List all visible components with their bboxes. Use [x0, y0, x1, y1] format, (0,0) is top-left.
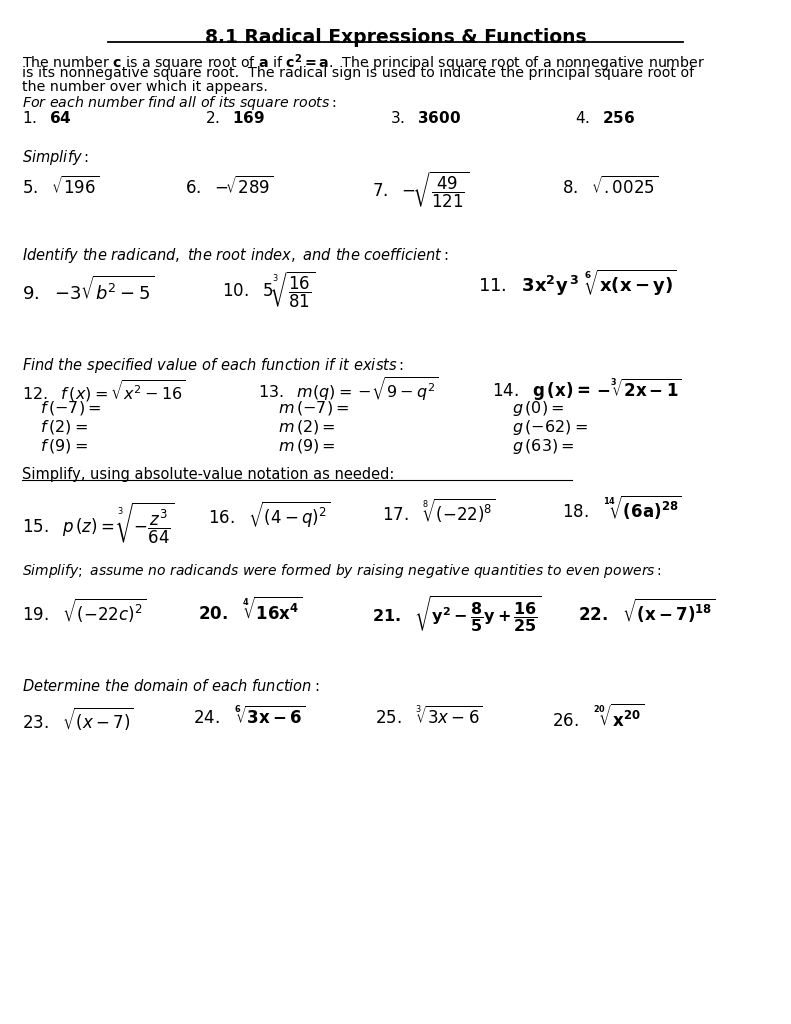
Text: $\mathit{9.}$  $-3\sqrt{b^2-5}$: $\mathit{9.}$ $-3\sqrt{b^2-5}$ — [22, 275, 154, 303]
Text: $\mathit{3.}$  $\mathbf{3600}$: $\mathit{3.}$ $\mathbf{3600}$ — [390, 110, 461, 126]
Text: $g\,(-62) =$: $g\,(-62) =$ — [512, 418, 588, 437]
Text: $\mathit{13.}$  $m(q) = -\!\sqrt{9-q^2}$: $\mathit{13.}$ $m(q) = -\!\sqrt{9-q^2}$ — [258, 375, 439, 403]
Text: $\mathit{14.}$  $\mathbf{g\,(x) = -\!\sqrt[3]{2x-1}}$: $\mathit{14.}$ $\mathbf{g\,(x) = -\!\sqr… — [492, 376, 682, 402]
Text: $\mathit{10.}$  $5\sqrt[3]{\dfrac{16}{81}}$: $\mathit{10.}$ $5\sqrt[3]{\dfrac{16}{81}… — [222, 270, 316, 310]
Text: $\mathbf{20.}$  $\mathbf{\sqrt[4]{16x^4}}$: $\mathbf{20.}$ $\mathbf{\sqrt[4]{16x^4}}… — [198, 597, 302, 625]
Text: $\mathit{Find\ the\ specified\ value\ of\ each\ function\ if\ it\ exists:}$: $\mathit{Find\ the\ specified\ value\ of… — [22, 356, 404, 375]
Text: $\mathit{18.}$  $\mathbf{\sqrt[14]{(6a)^{28}}}$: $\mathit{18.}$ $\mathbf{\sqrt[14]{(6a)^{… — [562, 494, 682, 522]
Text: $f\,(-7) =$: $f\,(-7) =$ — [40, 399, 101, 417]
Text: $m\,(9) =$: $m\,(9) =$ — [278, 437, 335, 455]
Text: $\mathit{17.}$  $\sqrt[8]{(-22)^8}$: $\mathit{17.}$ $\sqrt[8]{(-22)^8}$ — [382, 497, 496, 525]
Text: $\mathit{24.}$  $\mathbf{\sqrt[6]{3x-6}}$: $\mathit{24.}$ $\mathbf{\sqrt[6]{3x-6}}$ — [193, 706, 305, 728]
Text: $\mathit{Identify\ the\ radicand,\ the\ root\ index,\ and\ the\ coefficient:}$: $\mathit{Identify\ the\ radicand,\ the\ … — [22, 246, 448, 265]
Text: $\mathit{For\ each\ number\ find\ all\ of\ its\ square\ roots:}$: $\mathit{For\ each\ number\ find\ all\ o… — [22, 94, 336, 112]
Text: $\mathit{19.}$  $\sqrt{(-22c)^2}$: $\mathit{19.}$ $\sqrt{(-22c)^2}$ — [22, 597, 146, 626]
Text: $m\,(2) =$: $m\,(2) =$ — [278, 418, 335, 436]
Text: $\mathit{2.}$  $\mathbf{169}$: $\mathit{2.}$ $\mathbf{169}$ — [205, 110, 265, 126]
Text: $\mathbf{21.}$  $\mathbf{\sqrt{y^2-\dfrac{8}{5}y+\dfrac{16}{25}}}$: $\mathbf{21.}$ $\mathbf{\sqrt{y^2-\dfrac… — [372, 595, 542, 635]
Text: $\mathit{23.}$  $\sqrt{(x-7)}$: $\mathit{23.}$ $\sqrt{(x-7)}$ — [22, 706, 134, 733]
Text: $\mathit{Determine\ the\ domain\ of\ each\ function:}$: $\mathit{Determine\ the\ domain\ of\ eac… — [22, 678, 320, 694]
Text: $\mathit{4.}$  $\mathbf{256}$: $\mathit{4.}$ $\mathbf{256}$ — [575, 110, 635, 126]
Text: $f\,(9) =$: $f\,(9) =$ — [40, 437, 88, 455]
Text: $g\,(0) =$: $g\,(0) =$ — [512, 399, 564, 418]
Text: $\mathit{11.}$  $\mathbf{3x^2y^{\,3}\ \sqrt[6]{x(x-y)}}$: $\mathit{11.}$ $\mathbf{3x^2y^{\,3}\ \sq… — [478, 268, 677, 298]
Text: $\mathit{6.}$  $-\!\sqrt{289}$: $\mathit{6.}$ $-\!\sqrt{289}$ — [185, 176, 274, 198]
Text: $\mathit{7.}$  $-\!\sqrt{\dfrac{49}{121}}$: $\mathit{7.}$ $-\!\sqrt{\dfrac{49}{121}}… — [372, 170, 469, 211]
Text: $\mathit{16.}$  $\sqrt{(4-q)^2}$: $\mathit{16.}$ $\sqrt{(4-q)^2}$ — [208, 500, 331, 530]
Text: $\mathit{26.}$  $\mathbf{\sqrt[20]{x^{20}}}$: $\mathit{26.}$ $\mathbf{\sqrt[20]{x^{20}… — [552, 705, 644, 731]
Text: $\mathit{15.}$  $p\,(z)=\sqrt[3]{-\dfrac{z^3}{64}}$: $\mathit{15.}$ $p\,(z)=\sqrt[3]{-\dfrac{… — [22, 500, 175, 546]
Text: $\mathit{8.}$  $\sqrt{.0025}$: $\mathit{8.}$ $\sqrt{.0025}$ — [562, 176, 658, 198]
Text: $\mathit{1.}$  $\mathbf{64}$: $\mathit{1.}$ $\mathbf{64}$ — [22, 110, 72, 126]
Text: Simplify, using absolute-value notation as needed:: Simplify, using absolute-value notation … — [22, 467, 395, 482]
Text: The number $\mathbf{c}$ is a square root of $\mathbf{a}$ if $\mathbf{c^2 = a}$. : The number $\mathbf{c}$ is a square root… — [22, 52, 706, 74]
Text: the number over which it appears.: the number over which it appears. — [22, 80, 268, 94]
Text: $\mathit{Simplify:}$: $\mathit{Simplify:}$ — [22, 148, 89, 167]
Text: $f\,(2) =$: $f\,(2) =$ — [40, 418, 88, 436]
Text: is its nonnegative square root.  The radical sign is used to indicate the princi: is its nonnegative square root. The radi… — [22, 66, 694, 80]
Text: 8.1 Radical Expressions & Functions: 8.1 Radical Expressions & Functions — [205, 28, 586, 47]
Text: $\mathit{25.}$  $\sqrt[3]{3x-6}$: $\mathit{25.}$ $\sqrt[3]{3x-6}$ — [375, 706, 483, 728]
Text: $\mathit{Simplify;\ assume\ no\ radicands\ were\ formed\ by\ raising\ negative\ : $\mathit{Simplify;\ assume\ no\ radicand… — [22, 562, 662, 580]
Text: $m\,(-7) =$: $m\,(-7) =$ — [278, 399, 349, 417]
Text: $\mathit{12.}$  $f\,(x) = \sqrt{x^2-16}$: $\mathit{12.}$ $f\,(x) = \sqrt{x^2-16}$ — [22, 378, 185, 403]
Text: $g\,(63) =$: $g\,(63) =$ — [512, 437, 574, 456]
Text: $\mathit{5.}$  $\sqrt{196}$: $\mathit{5.}$ $\sqrt{196}$ — [22, 176, 99, 198]
Text: $\mathbf{22.}$  $\mathbf{\sqrt{(x-7)^{18}}}$: $\mathbf{22.}$ $\mathbf{\sqrt{(x-7)^{18}… — [578, 597, 716, 626]
